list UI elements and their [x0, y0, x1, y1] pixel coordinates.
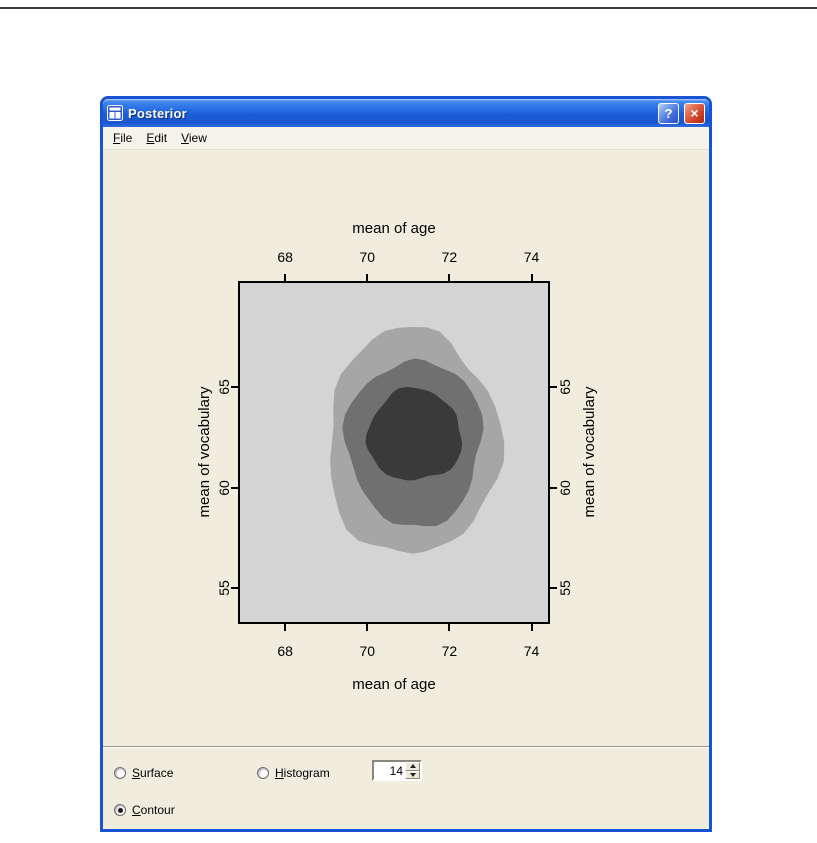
window-icon — [107, 105, 123, 121]
control-panel: Surface Histogram Contour — [103, 748, 709, 829]
menu-file[interactable]: File — [106, 128, 139, 148]
x-tick-mark-bottom — [366, 622, 369, 631]
y-tick-mark-right — [548, 586, 557, 589]
y-tick-mark-left — [231, 386, 240, 389]
menu-edit-accesskey: E — [146, 131, 155, 145]
up-arrow-icon — [409, 764, 416, 769]
titlebar[interactable]: Posterior ? × — [103, 99, 709, 127]
close-button[interactable]: × — [684, 102, 705, 124]
x-axis-label-top: mean of age — [352, 220, 436, 237]
surface-accesskey: S — [132, 766, 141, 780]
help-button[interactable]: ? — [658, 102, 679, 124]
histogram-radio[interactable] — [257, 767, 269, 779]
down-arrow-icon — [409, 772, 416, 777]
contour-level-inner — [365, 387, 463, 481]
y-tick-label-left: 65 — [216, 379, 232, 396]
x-tick-label-bottom: 68 — [277, 643, 293, 659]
histogram-label-rest: istogram — [283, 766, 330, 780]
x-tick-mark-top — [530, 274, 533, 283]
y-axis-label-left: mean of vocabulary — [196, 386, 213, 518]
menu-view-label: iew — [188, 131, 207, 145]
x-tick-label-top: 68 — [277, 249, 293, 265]
x-tick-label-top: 70 — [359, 249, 376, 265]
x-tick-label-bottom: 74 — [523, 643, 540, 659]
y-axis-label-right: mean of vocabulary — [581, 386, 598, 518]
x-tick-label-bottom: 72 — [441, 643, 458, 659]
posterior-window: Posterior ? × File Edit View mean of age… — [100, 96, 712, 832]
surface-radio[interactable] — [114, 767, 126, 779]
menu-file-label: ile — [120, 131, 133, 145]
x-axis-label-bottom: mean of age — [352, 676, 436, 693]
y-tick-label-right: 65 — [557, 379, 573, 396]
y-tick-mark-right — [548, 386, 557, 389]
y-tick-label-right: 60 — [557, 479, 573, 496]
page-top-rule — [0, 7, 817, 9]
x-tick-mark-top — [284, 274, 287, 283]
y-tick-mark-left — [231, 486, 240, 489]
panel-divider — [103, 746, 709, 748]
spinner-up-button[interactable] — [405, 762, 420, 771]
x-tick-mark-bottom — [448, 622, 451, 631]
level-spinner-input[interactable] — [374, 762, 405, 779]
spinner-buttons — [405, 762, 420, 779]
x-tick-mark-top — [448, 274, 451, 283]
y-tick-label-left: 60 — [216, 479, 232, 496]
level-spinner — [372, 760, 422, 781]
contour-radio[interactable] — [114, 804, 126, 816]
histogram-radio-option[interactable]: Histogram — [257, 766, 330, 780]
menu-view-accesskey: V — [181, 131, 189, 145]
menubar: File Edit View — [103, 127, 709, 150]
surface-radio-option[interactable]: Surface — [114, 766, 173, 780]
contour-plot — [238, 281, 550, 624]
x-tick-label-bottom: 70 — [359, 643, 376, 659]
menu-edit-label: dit — [154, 131, 168, 145]
surface-radio-label: Surface — [132, 766, 173, 780]
contour-plot-canvas — [240, 283, 548, 622]
y-tick-label-right: 55 — [557, 580, 573, 596]
y-tick-mark-right — [548, 486, 557, 489]
y-tick-mark-left — [231, 586, 240, 589]
menu-view[interactable]: View — [174, 128, 214, 148]
contour-accesskey: C — [132, 803, 141, 817]
contour-label-rest: ontour — [140, 803, 175, 817]
menu-edit[interactable]: Edit — [139, 128, 174, 148]
surface-label-rest: urface — [140, 766, 174, 780]
histogram-accesskey: H — [275, 766, 284, 780]
contour-radio-option[interactable]: Contour — [114, 803, 175, 817]
contour-radio-label: Contour — [132, 803, 175, 817]
histogram-radio-label: Histogram — [275, 766, 330, 780]
x-tick-mark-top — [366, 274, 369, 283]
chart-region: mean of age mean of age mean of vocabula… — [103, 150, 709, 746]
menu-file-accesskey: F — [113, 131, 121, 145]
window-title: Posterior — [128, 105, 187, 121]
x-tick-mark-bottom — [284, 622, 287, 631]
y-tick-label-left: 55 — [216, 580, 232, 596]
x-tick-label-top: 72 — [441, 249, 458, 265]
x-tick-label-top: 74 — [523, 249, 540, 265]
x-tick-mark-bottom — [530, 622, 533, 631]
spinner-down-button[interactable] — [405, 770, 420, 779]
